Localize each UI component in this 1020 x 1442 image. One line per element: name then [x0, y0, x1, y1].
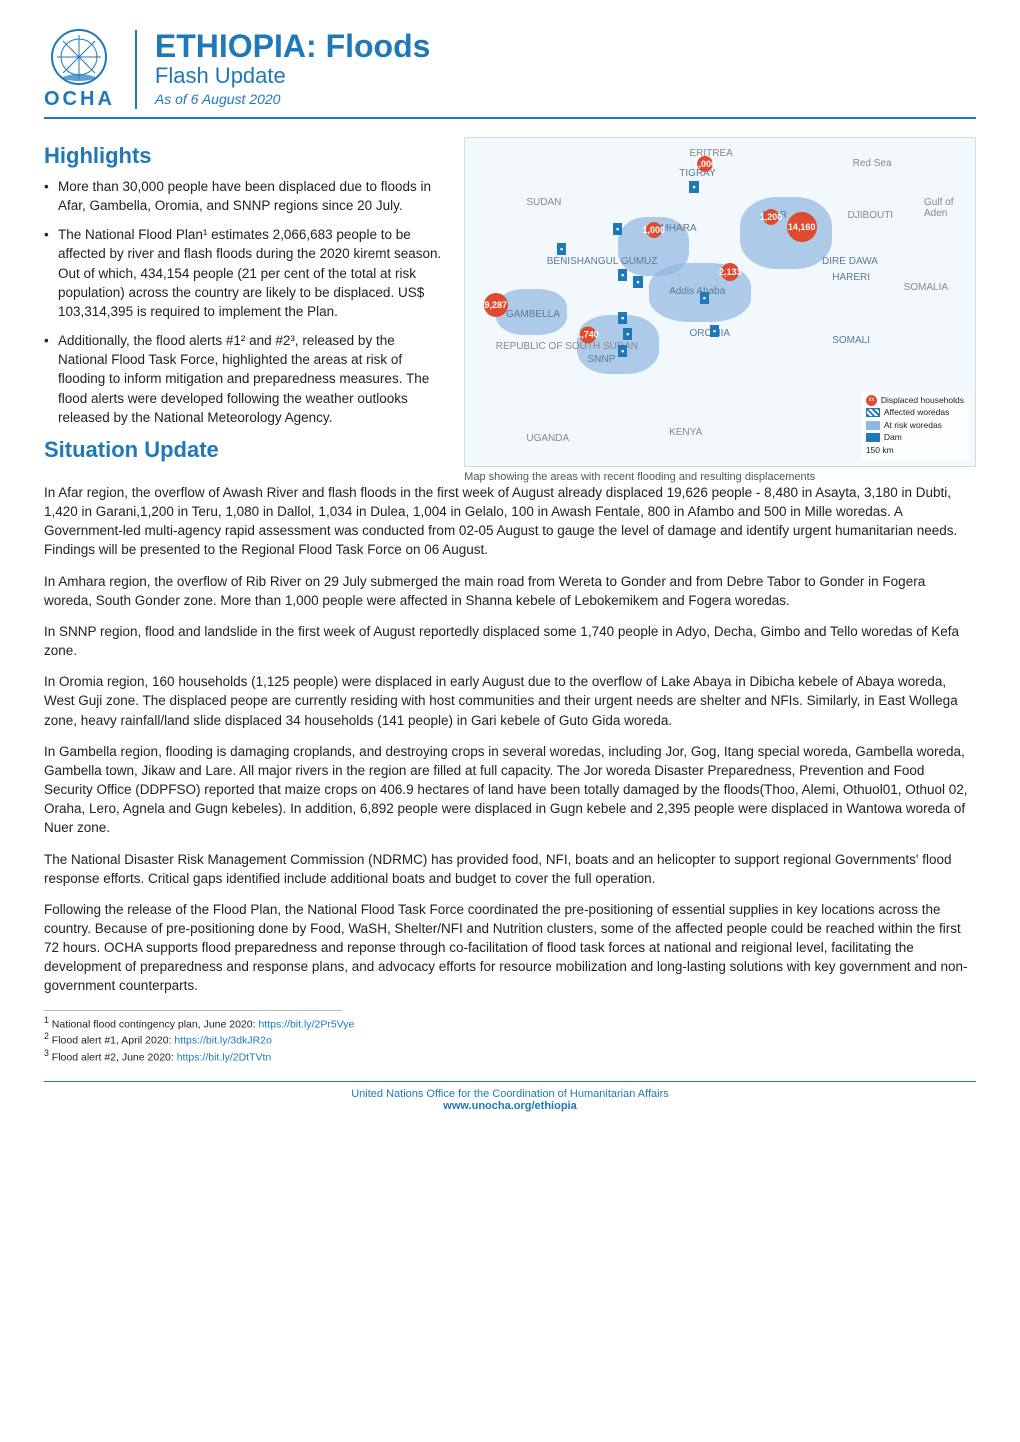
- map-region-label: SOMALI: [832, 335, 870, 346]
- situation-paragraph: In Oromia region, 160 households (1,125 …: [44, 672, 976, 729]
- map-country-label: UGANDA: [526, 433, 569, 444]
- map-dam-marker: ▪: [613, 223, 622, 235]
- map-dam-marker: ▪: [633, 276, 642, 288]
- footer-line1: United Nations Office for the Coordinati…: [44, 1088, 976, 1100]
- situation-paragraph: In SNNP region, flood and landslide in t…: [44, 622, 976, 660]
- map-country-label: Red Sea: [853, 158, 892, 169]
- situation-paragraph: In Gambella region, flooding is damaging…: [44, 742, 976, 838]
- un-emblem-icon: [50, 28, 108, 86]
- legend-atrisk-label: At risk woredas: [884, 420, 942, 431]
- legend-hatch-icon: [866, 408, 880, 417]
- ocha-acronym: OCHA: [44, 88, 115, 111]
- map-region-label: SNNP: [588, 354, 616, 365]
- legend-affected-label: Affected woredas: [884, 407, 950, 418]
- map-region-label: BENISHANGUL GUMUZ: [547, 256, 658, 267]
- document-title: ETHIOPIA: Floods: [155, 28, 431, 65]
- map-country-label: Gulf of Aden: [924, 197, 975, 219]
- legend-displaced-label: Displaced households: [881, 395, 964, 406]
- footnotes-rule: [44, 1010, 342, 1011]
- title-block: ETHIOPIA: Floods Flash Update As of 6 Au…: [155, 28, 431, 107]
- highlight-item: The National Flood Plan¹ estimates 2,066…: [44, 225, 446, 321]
- footnote-text: National flood contingency plan, June 20…: [52, 1018, 259, 1030]
- map-region-label: GAMBELLA: [506, 309, 560, 320]
- situation-heading: Situation Update: [44, 437, 446, 463]
- map-dam-marker: ▪: [623, 328, 632, 340]
- situation-paragraph: In Afar region, the overflow of Awash Ri…: [44, 483, 976, 560]
- map-dam-marker: ▪: [618, 345, 627, 357]
- map-displaced-dot: 1,000: [697, 156, 713, 172]
- legend-dam-label: Dam: [884, 432, 902, 443]
- footnote-link[interactable]: https://bit.ly/2Pr5Vye: [258, 1018, 354, 1030]
- situation-paragraph: In Amhara region, the overflow of Rib Ri…: [44, 572, 976, 610]
- map-dam-marker: ▪: [618, 312, 627, 324]
- highlights-heading: Highlights: [44, 143, 446, 169]
- map-displaced-dot: 1,200: [763, 209, 779, 225]
- highlight-item: More than 30,000 people have been displa…: [44, 177, 446, 215]
- map-country-label: SOMALIA: [904, 282, 948, 293]
- map-country-label: KENYA: [669, 427, 702, 438]
- map-dam-marker: ▪: [689, 181, 698, 193]
- map-displaced-dot: 9,287: [484, 293, 508, 317]
- situation-paragraph: The National Disaster Risk Management Co…: [44, 850, 976, 888]
- map-caption: Map showing the areas with recent floodi…: [464, 471, 976, 483]
- document-subtitle: Flash Update: [155, 63, 431, 89]
- footnote-text: Flood alert #2, June 2020:: [52, 1051, 177, 1063]
- map-dam-marker: ▪: [618, 269, 627, 281]
- footnote-link[interactable]: https://bit.ly/3dkJR2o: [174, 1035, 271, 1047]
- document-header: OCHA ETHIOPIA: Floods Flash Update As of…: [44, 28, 976, 119]
- footnote-marker: 2: [44, 1031, 49, 1041]
- map-dam-marker: ▪: [710, 325, 719, 337]
- map-dam-marker: ▪: [700, 292, 709, 304]
- page-footer: United Nations Office for the Coordinati…: [44, 1082, 976, 1112]
- map-legend: xxDisplaced households Affected woredas …: [861, 392, 969, 460]
- footnote-marker: 3: [44, 1048, 49, 1058]
- footnote-text: Flood alert #1, April 2020:: [52, 1035, 175, 1047]
- highlight-item: Additionally, the flood alerts #1² and #…: [44, 331, 446, 427]
- footnote-3: 3 Flood alert #2, June 2020: https://bit…: [44, 1048, 976, 1065]
- map-country-label: ERITREA: [689, 148, 732, 159]
- footer-line2: www.unocha.org/ethiopia: [44, 1100, 976, 1112]
- header-divider: [135, 30, 137, 109]
- map-dam-marker: ▪: [557, 243, 566, 255]
- situation-paragraph: Following the release of the Flood Plan,…: [44, 900, 976, 996]
- footnote-2: 2 Flood alert #1, April 2020: https://bi…: [44, 1031, 976, 1048]
- ocha-logo-block: OCHA: [44, 28, 115, 111]
- legend-dam-icon: [866, 433, 880, 442]
- map-flood-area: [740, 197, 832, 269]
- map-displaced-dot: 1,000: [646, 222, 662, 238]
- map-displaced-dot: 2,133: [721, 263, 739, 281]
- footnote-marker: 1: [44, 1015, 49, 1025]
- highlights-list: More than 30,000 people have been displa…: [44, 177, 446, 427]
- map-region-label: DIRE DAWA: [822, 256, 878, 267]
- map-region-label: Addis Ababa: [669, 286, 725, 297]
- legend-fill-icon: [866, 421, 880, 430]
- map-country-label: REPUBLIC OF SOUTH SUDAN: [496, 341, 638, 352]
- map-region-label: HARERI: [832, 272, 870, 283]
- map-displaced-dot: 14,160: [787, 212, 817, 242]
- legend-dot-icon: xx: [866, 395, 877, 406]
- map-displaced-dot: 1,740: [579, 326, 596, 343]
- footnote-link[interactable]: https://bit.ly/2DtTVtn: [177, 1051, 272, 1063]
- map-country-label: SUDAN: [526, 197, 561, 208]
- flood-map: xxDisplaced households Affected woredas …: [464, 137, 976, 467]
- legend-scale: 150 km: [866, 445, 964, 456]
- document-date: As of 6 August 2020: [155, 91, 431, 107]
- footnote-1: 1 National flood contingency plan, June …: [44, 1015, 976, 1032]
- map-country-label: DJIBOUTI: [848, 210, 894, 221]
